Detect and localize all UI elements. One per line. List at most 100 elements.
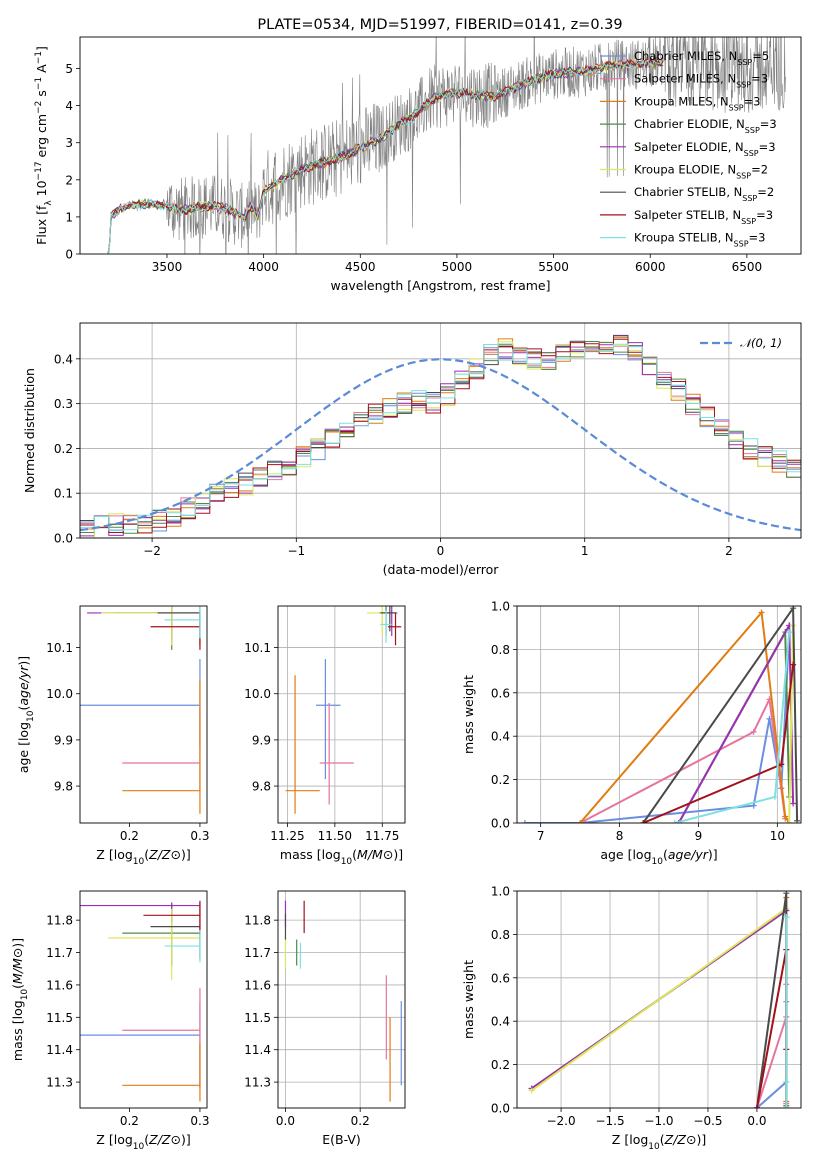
legend-entry: Chabrier STELIB, NSSP=2 [634, 185, 774, 203]
y-tick-label: 11.4 [244, 1043, 271, 1057]
series-marker [790, 661, 797, 668]
plot-area [284, 900, 402, 1102]
x-tick-label: 0.3 [190, 1114, 209, 1128]
series-marker [783, 1105, 790, 1108]
panel-mass-weight-vs-age: 7 8 9 10 0.0 0.2 0.4 0.6 0.8 1.0 age [log10(age/yr… [461, 600, 802, 867]
y-tick-label: 0.4 [491, 1015, 510, 1029]
y-tick-label: 0.2 [54, 442, 73, 456]
panel-residuals: −2 −1 0 1 2 0.0 0.1 0.2 0.3 0.4 (data-model)/error… [22, 322, 802, 577]
y-tick-label: 11.8 [46, 914, 73, 928]
axes-frame [79, 890, 208, 1109]
x-tick-label: 0 [437, 544, 445, 558]
x-axis-label: E(B-V) [322, 1132, 361, 1147]
errorbar-kroupa-miles [122, 1043, 201, 1102]
series-line [531, 907, 787, 1092]
axes-frame [516, 890, 802, 1109]
series-line [788, 625, 795, 823]
panel-age-vs-Z: 0.2 0.3 9.8 9.9 10.0 10.1 Z [log10(Z/Z⊙)] age [… [16, 605, 209, 867]
y-tick-label: 9.8 [252, 780, 271, 794]
y-axis-label: Normed distribution [22, 368, 37, 493]
histogram-salpeter-stelib [80, 338, 801, 534]
series-marker [521, 820, 528, 823]
legend-entry: Salpeter ELODIE, NSSP=3 [634, 140, 776, 158]
model-spectrum-kroupa-stelib [107, 58, 664, 254]
panel-age-vs-mass: 11.25 11.50 11.75 9.8 9.9 10.0 10.1 mass [log10… [244, 605, 406, 867]
series-marker [786, 820, 793, 823]
y-axis-label: age [log10(age/yr)] [16, 656, 36, 773]
errorbar-salpeter-stelib [387, 612, 402, 646]
x-tick-label: 0.2 [120, 829, 139, 843]
errorbar-salpeter-stelib [143, 902, 201, 935]
x-tick-label: 2 [725, 544, 733, 558]
y-tick-label: 10.0 [244, 687, 271, 701]
x-tick-label: −1.5 [595, 1114, 624, 1128]
plot-area [80, 606, 201, 814]
y-tick-label: 11.3 [46, 1076, 73, 1090]
y-tick-label: 0.2 [491, 1058, 510, 1072]
y-tick-label: 9.9 [252, 733, 271, 747]
x-tick-label: −1.0 [644, 1114, 673, 1128]
y-tick-label: 0.8 [491, 643, 510, 657]
x-tick-label: 7 [537, 829, 545, 843]
x-tick-label: −1 [287, 544, 305, 558]
x-tick-label: 6000 [635, 260, 666, 274]
y-tick-label: 11.5 [244, 1011, 271, 1025]
y-axis-label: mass weight [461, 675, 476, 754]
x-axis-label: age [log10(age/yr)] [600, 847, 717, 867]
x-tick-label: 11.25 [270, 829, 304, 843]
series-marker [753, 1105, 760, 1108]
y-tick-label: 0.0 [54, 532, 73, 546]
grid [278, 606, 405, 823]
x-axis-label: mass [log10(M/M⊙)] [280, 847, 403, 867]
x-tick-label: 0.0 [747, 1114, 766, 1128]
errorbar-kroupa-stelib [164, 929, 201, 963]
legend: Chabrier MILES, NSSP=5 Salpeter MILES, NS… [600, 49, 777, 248]
y-tick-label: 11.4 [46, 1043, 73, 1057]
x-tick-label: 5000 [442, 260, 473, 274]
y-tick-label: 0.4 [54, 352, 73, 366]
observed-spectrum [108, 37, 786, 254]
series-marker [577, 820, 584, 823]
series-marker [671, 820, 678, 823]
y-tick-label: 0.0 [491, 817, 510, 831]
y-tick-label: 0.3 [54, 397, 73, 411]
axes-frame [79, 36, 802, 255]
axes-frame [277, 605, 406, 824]
x-tick-label: 11.75 [365, 829, 399, 843]
series-marker [750, 728, 757, 735]
plot-area [80, 334, 801, 538]
legend-entry: Salpeter MILES, NSSP=3 [634, 72, 768, 90]
errorbar-kroupa-elodie [108, 908, 200, 981]
x-tick-label: 4000 [248, 260, 279, 274]
legend-entry: Kroupa MILES, NSSP=3 [634, 94, 760, 112]
y-tick-label: 11.5 [46, 1011, 73, 1025]
series-marker [783, 1078, 790, 1085]
legend-entry: 𝒩(0, 1) [740, 336, 782, 350]
panel-mass-weight-vs-Z: −2.0 −1.5 −1.0 −0.5 0.0 0.0 0.2 0.4 0.6 0.8 1.0 Z [… [461, 885, 802, 1152]
series-line [579, 610, 791, 823]
y-tick-label: 3 [65, 136, 73, 150]
x-tick-label: 0.2 [351, 1114, 370, 1128]
x-tick-label: 10 [770, 829, 785, 843]
x-tick-label: −0.5 [693, 1114, 722, 1128]
y-tick-label: 4 [65, 99, 73, 113]
errorbar-salpeter-miles [319, 702, 354, 805]
plot-area [521, 606, 801, 823]
x-axis-label: wavelength [Angstrom, rest frame] [330, 278, 550, 293]
x-axis-label: Z [log10(Z/Z⊙)] [96, 1132, 190, 1152]
plot-area [285, 606, 402, 814]
y-tick-label: 0.6 [491, 971, 510, 985]
series-marker [790, 800, 797, 807]
model-spectrum-kroupa-elodie [107, 57, 664, 254]
x-axis-label: Z [log10(Z/Z⊙)] [96, 847, 190, 867]
y-tick-label: 5 [65, 62, 73, 76]
x-tick-label: 5500 [538, 260, 569, 274]
x-tick-label: 11.50 [318, 829, 352, 843]
errorbar-kroupa-stelib [380, 610, 392, 643]
y-tick-label: 10.1 [244, 641, 271, 655]
series-marker [783, 914, 790, 921]
y-tick-label: 0.1 [54, 487, 73, 501]
figure-title: PLATE=0534, MJD=51997, FIBERID=0141, z=0… [257, 17, 622, 33]
y-tick-label: 1.0 [491, 885, 510, 899]
